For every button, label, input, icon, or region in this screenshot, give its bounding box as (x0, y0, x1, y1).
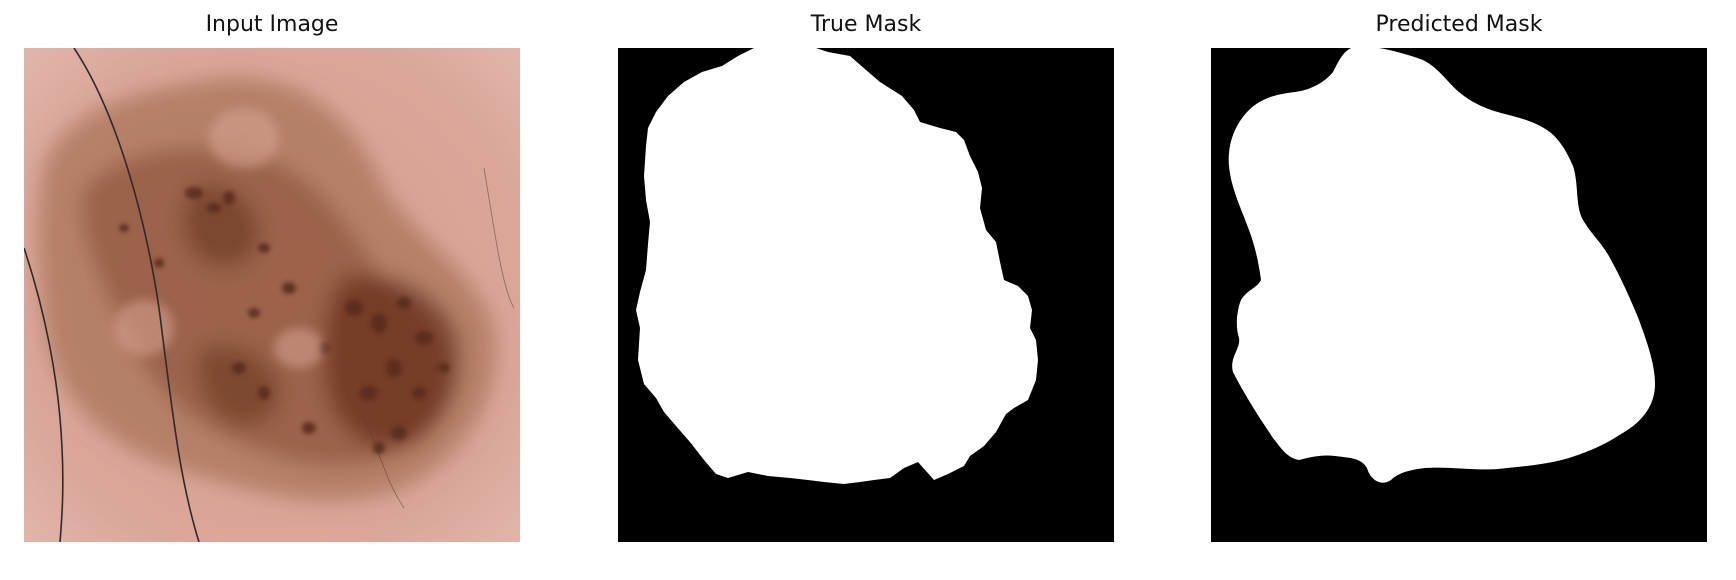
true-mask-image (618, 48, 1114, 542)
hair-strands (24, 48, 200, 542)
true-mask-frame (618, 48, 1114, 542)
true-mask-region (636, 48, 1038, 484)
lesion-region (38, 77, 496, 501)
predicted-mask-panel: Predicted Mask (1211, 0, 1707, 580)
true-mask-panel: True Mask (618, 0, 1114, 580)
predicted-mask-image (1211, 48, 1707, 542)
dermoscopy-image (24, 48, 520, 542)
input-image-frame (24, 48, 520, 542)
input-image-title: Input Image (205, 12, 339, 37)
predicted-mask-title: Predicted Mask (1375, 12, 1543, 37)
predicted-mask-frame (1211, 48, 1707, 542)
true-mask-title: True Mask (810, 12, 922, 37)
input-image-panel: Input Image (24, 0, 520, 580)
predicted-mask-region (1228, 48, 1655, 483)
pigment-spots (119, 187, 450, 454)
